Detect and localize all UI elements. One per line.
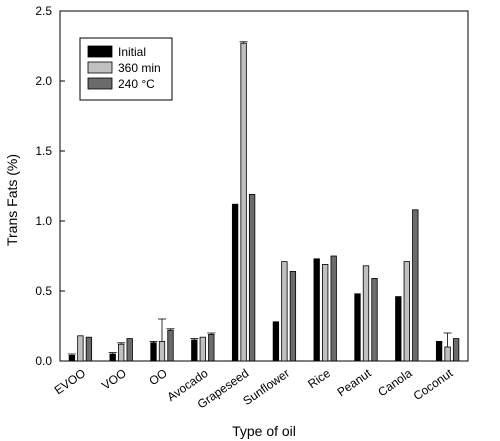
- bar-240-c: [126, 338, 133, 362]
- bar-240-c: [412, 209, 419, 362]
- bar-360-min: [322, 263, 329, 362]
- bar-360-min: [403, 261, 410, 362]
- bar-initial: [150, 342, 157, 362]
- y-tick-label: 1.5: [35, 144, 52, 158]
- y-tick-label: 0.5: [35, 284, 52, 298]
- bar-initial: [313, 258, 320, 362]
- y-tick-label: 1.0: [35, 214, 52, 228]
- y-axis-title: Trans Fats (%): [4, 154, 20, 246]
- x-tick-label: Coconut: [411, 366, 456, 403]
- legend-label: 360 min: [118, 61, 161, 75]
- bar-360-min: [444, 346, 451, 362]
- bar-initial: [354, 293, 361, 362]
- bar-240-c: [85, 336, 93, 362]
- legend-label: Initial: [118, 45, 146, 59]
- bar-initial: [191, 339, 198, 362]
- legend-swatch: [87, 77, 113, 90]
- y-tick-label: 2.0: [35, 74, 52, 88]
- bar-240-c: [208, 333, 215, 362]
- bar-360-min: [240, 42, 247, 362]
- x-tick-label: Peanut: [335, 366, 375, 400]
- bar-initial: [435, 340, 443, 362]
- bar-240-c: [248, 193, 256, 362]
- legend-swatch: [87, 45, 113, 58]
- bar-240-c: [330, 255, 337, 362]
- y-tick-label: 2.5: [35, 4, 52, 18]
- bar-240-c: [371, 277, 378, 362]
- legend-label: 240 °C: [118, 77, 155, 91]
- plot-frame: [59, 10, 469, 362]
- bar-360-min: [118, 343, 125, 362]
- x-tick-label: Sunflower: [240, 366, 292, 408]
- bar-initial: [395, 296, 402, 362]
- x-tick-label: Rice: [305, 366, 333, 391]
- legend: Initial 360 min 240 °C: [79, 37, 173, 101]
- x-tick-label: OO: [146, 366, 169, 388]
- x-tick-label: Canola: [375, 366, 414, 399]
- bar-initial: [231, 203, 239, 362]
- bar-360-min: [158, 340, 166, 362]
- bar-240-c: [167, 329, 174, 362]
- x-axis-title: Type of oil: [232, 423, 296, 439]
- bar-240-c: [289, 270, 297, 362]
- bar-initial: [272, 321, 280, 362]
- bar-360-min: [362, 265, 370, 362]
- bar-240-c: [452, 338, 460, 362]
- x-tick-label: EVOO: [52, 366, 88, 397]
- bar-initial: [68, 354, 76, 362]
- bar-360-min: [281, 261, 288, 362]
- y-tick-labels: 0.0 0.5 1.0 1.5 2.0 2.5: [35, 4, 52, 368]
- bar-360-min: [77, 335, 84, 362]
- bar-360-min: [199, 336, 206, 362]
- x-tick-label: VOO: [99, 366, 129, 393]
- bar-initial: [109, 353, 116, 362]
- legend-swatch: [87, 61, 113, 74]
- plot-area: [59, 10, 469, 362]
- y-tick-label: 0.0: [35, 354, 52, 368]
